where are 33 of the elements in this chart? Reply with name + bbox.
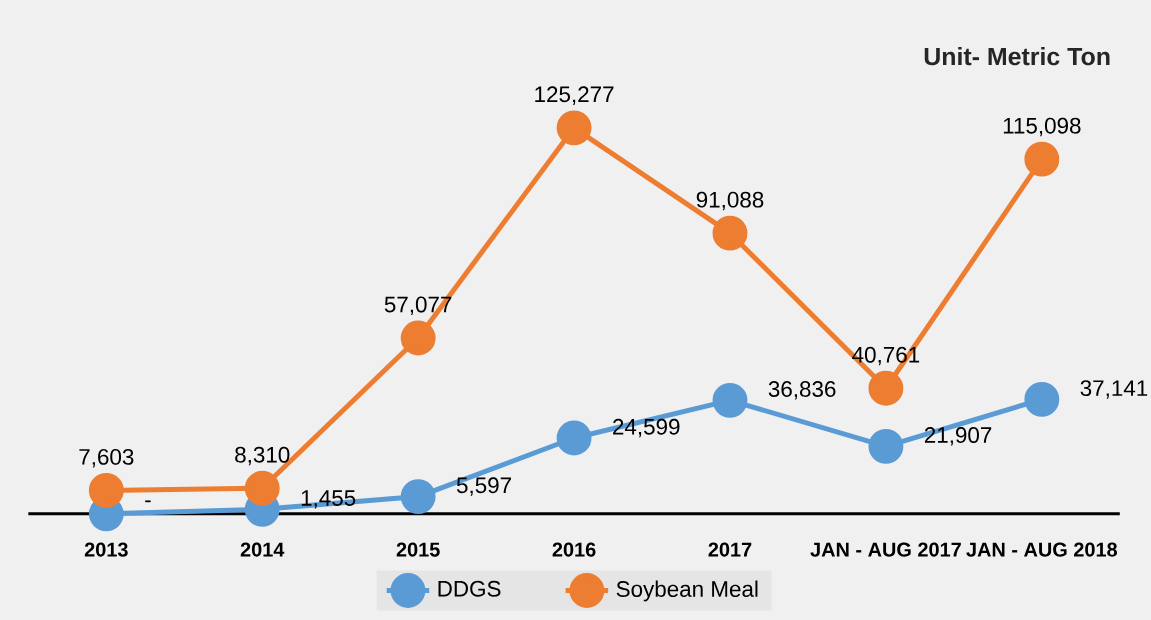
point (868, 370, 904, 406)
data-label: 36,836 (768, 381, 836, 400)
point (712, 382, 748, 418)
data-label: 115,098 (1003, 117, 1081, 137)
x-tick-label: 2015 (396, 542, 440, 557)
data-label: 37,141 (1080, 380, 1148, 399)
point (712, 215, 748, 251)
text: Unit- Metric Ton (924, 47, 1110, 66)
point (556, 420, 592, 456)
point (556, 110, 592, 146)
point (868, 428, 904, 464)
point (1024, 141, 1060, 177)
data-label: 125,277 (535, 86, 614, 105)
data-label: 24,599 (613, 418, 680, 438)
x-tick-label: 2014 (240, 542, 285, 557)
data-label: 5,597 (456, 477, 511, 496)
data-label: 91,088 (696, 191, 764, 211)
point (400, 320, 436, 356)
x-tick-label: 2016 (552, 542, 596, 557)
data-label: - (145, 500, 151, 503)
data-label: 7,603 (79, 448, 134, 468)
point (88, 472, 124, 508)
x-tick-label: JAN - AUG 2017 (810, 542, 961, 557)
data-label: 8,310 (235, 446, 290, 466)
x-tick-label: 2017 (708, 542, 752, 557)
data-label: 21,907 (924, 427, 992, 446)
x-tick-label: JAN - AUG 2018 (966, 542, 1118, 557)
point (244, 470, 280, 506)
point (400, 479, 436, 514)
x-tick-label: 2013 (84, 542, 128, 557)
legend-label: Soybean Meal (616, 580, 758, 602)
point (1024, 381, 1060, 417)
legend-label: DDGS (438, 580, 501, 597)
